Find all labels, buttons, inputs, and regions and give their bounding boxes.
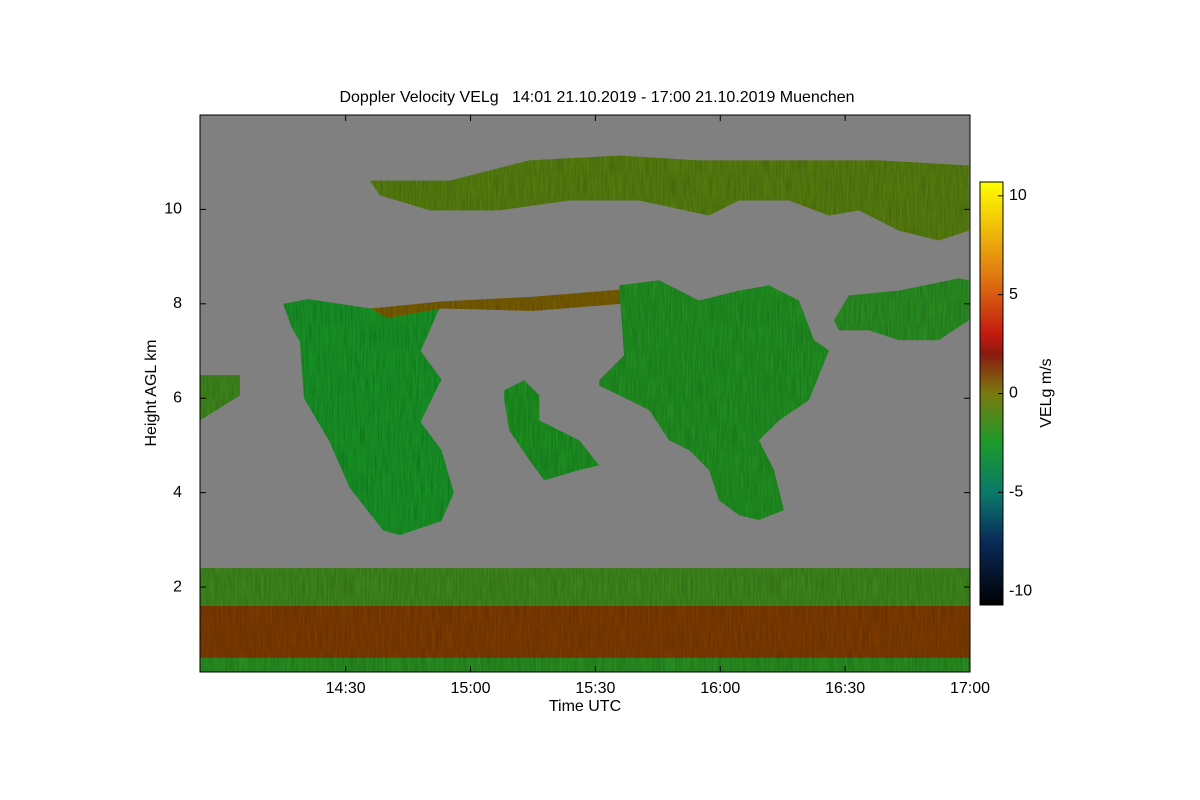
- x-tick-label: 14:30: [326, 680, 366, 697]
- colorbar-tick-label: -10: [1009, 582, 1032, 599]
- y-tick-label: 4: [173, 484, 182, 501]
- velocity-region: [504, 380, 600, 481]
- x-tick-label: 15:00: [451, 680, 491, 697]
- velocity-region: [283, 299, 454, 536]
- y-axis-label: Height AGL km: [143, 339, 160, 446]
- velocity-region: [369, 155, 969, 241]
- y-tick-label: 2: [173, 578, 182, 595]
- colorbar-tick-label: -5: [1009, 484, 1023, 501]
- x-axis-label: Time UTC: [549, 698, 621, 715]
- colorbar-tick-label: 10: [1009, 187, 1027, 204]
- velocity-region: [833, 278, 969, 341]
- velocity-region: [370, 289, 621, 318]
- colorbar-label: VELg m/s: [1038, 358, 1055, 427]
- colorbar-tick-label: 0: [1009, 385, 1018, 402]
- x-tick-label: 17:00: [950, 680, 990, 697]
- y-tick-label: 10: [164, 201, 182, 218]
- y-tick-label: 8: [173, 295, 182, 312]
- x-tick-label: 16:30: [825, 680, 865, 697]
- velocity-region: [200, 657, 970, 672]
- chart-title: Doppler Velocity VELg 14:01 21.10.2019 -…: [339, 89, 854, 106]
- velocity-region: [200, 605, 970, 672]
- plot-frame: [199, 114, 971, 673]
- velocity-region: [200, 375, 240, 421]
- velocity-region: [200, 568, 970, 606]
- colorbar-tick-label: 5: [1009, 286, 1018, 303]
- velocity-region: [599, 280, 829, 521]
- x-tick-label: 15:30: [575, 680, 615, 697]
- y-tick-label: 6: [173, 389, 182, 406]
- x-tick-label: 16:00: [700, 680, 740, 697]
